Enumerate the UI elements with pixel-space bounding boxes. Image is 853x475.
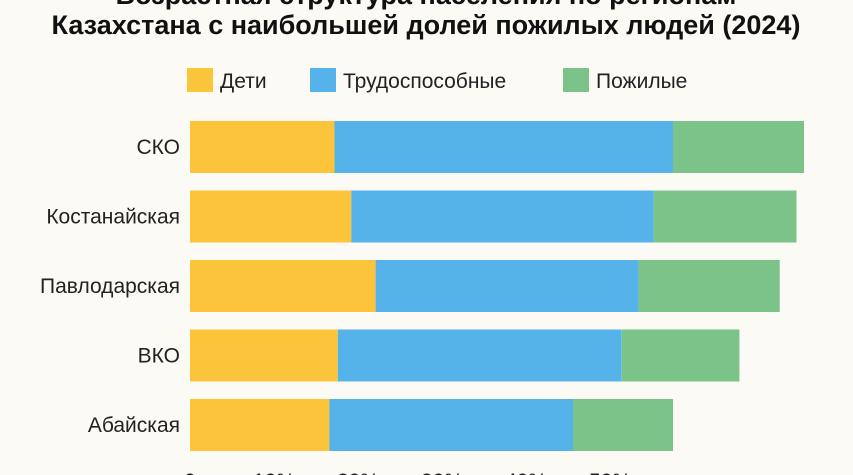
x-tick-label: 10%	[253, 470, 295, 475]
x-tick-label: 20%	[337, 470, 379, 475]
legend-swatch-elderly	[563, 68, 589, 92]
bar-pavlodar-children	[190, 260, 376, 312]
legend-swatch-working-age	[310, 68, 336, 92]
x-tick-label: 0	[184, 470, 196, 475]
bar-abai-working-age	[329, 399, 573, 451]
bar-kostanay-elderly	[653, 190, 797, 243]
bar-vko-elderly	[621, 329, 740, 382]
bar-vko-working-age	[337, 329, 622, 382]
legend-label-children: Дети	[220, 70, 267, 93]
x-tick-label: 40%	[505, 470, 547, 475]
bar-abai-children	[190, 399, 330, 451]
bar-kostanay-working-age	[351, 190, 654, 243]
legend: Дети Трудоспособные Пожилые	[187, 68, 687, 93]
category-label-vko: ВКО	[138, 345, 180, 368]
bar-pavlodar-elderly	[638, 260, 780, 312]
category-label-pavlodar: Павлодарская	[40, 275, 180, 298]
bar-sko-working-age	[334, 121, 673, 173]
chart-title-line-2: Казахстана с наибольшей долей пожилых лю…	[52, 10, 801, 40]
x-tick-label: 30%	[421, 470, 463, 475]
bar-kostanay-children	[190, 190, 352, 243]
bar-pavlodar-working-age	[375, 260, 639, 312]
chart-title-line-1: Возрастная структура населения по регион…	[116, 0, 737, 10]
category-label-abai: Абайская	[88, 414, 180, 437]
category-label-sko: СКО	[137, 136, 181, 159]
bar-sko-children	[190, 121, 335, 173]
x-tick-label: 50%	[589, 470, 631, 475]
legend-label-working-age: Трудоспособные	[343, 70, 506, 93]
category-label-kostanay: Костанайская	[46, 206, 180, 229]
legend-label-elderly: Пожилые	[596, 70, 687, 93]
bar-vko-children	[190, 329, 338, 382]
plot-area: СКО Костанайская Павлодарская ВКО Абайская 0 1…	[40, 121, 804, 475]
bar-abai-elderly	[573, 399, 673, 451]
legend-swatch-children	[187, 68, 213, 92]
bar-sko-elderly	[673, 121, 804, 173]
